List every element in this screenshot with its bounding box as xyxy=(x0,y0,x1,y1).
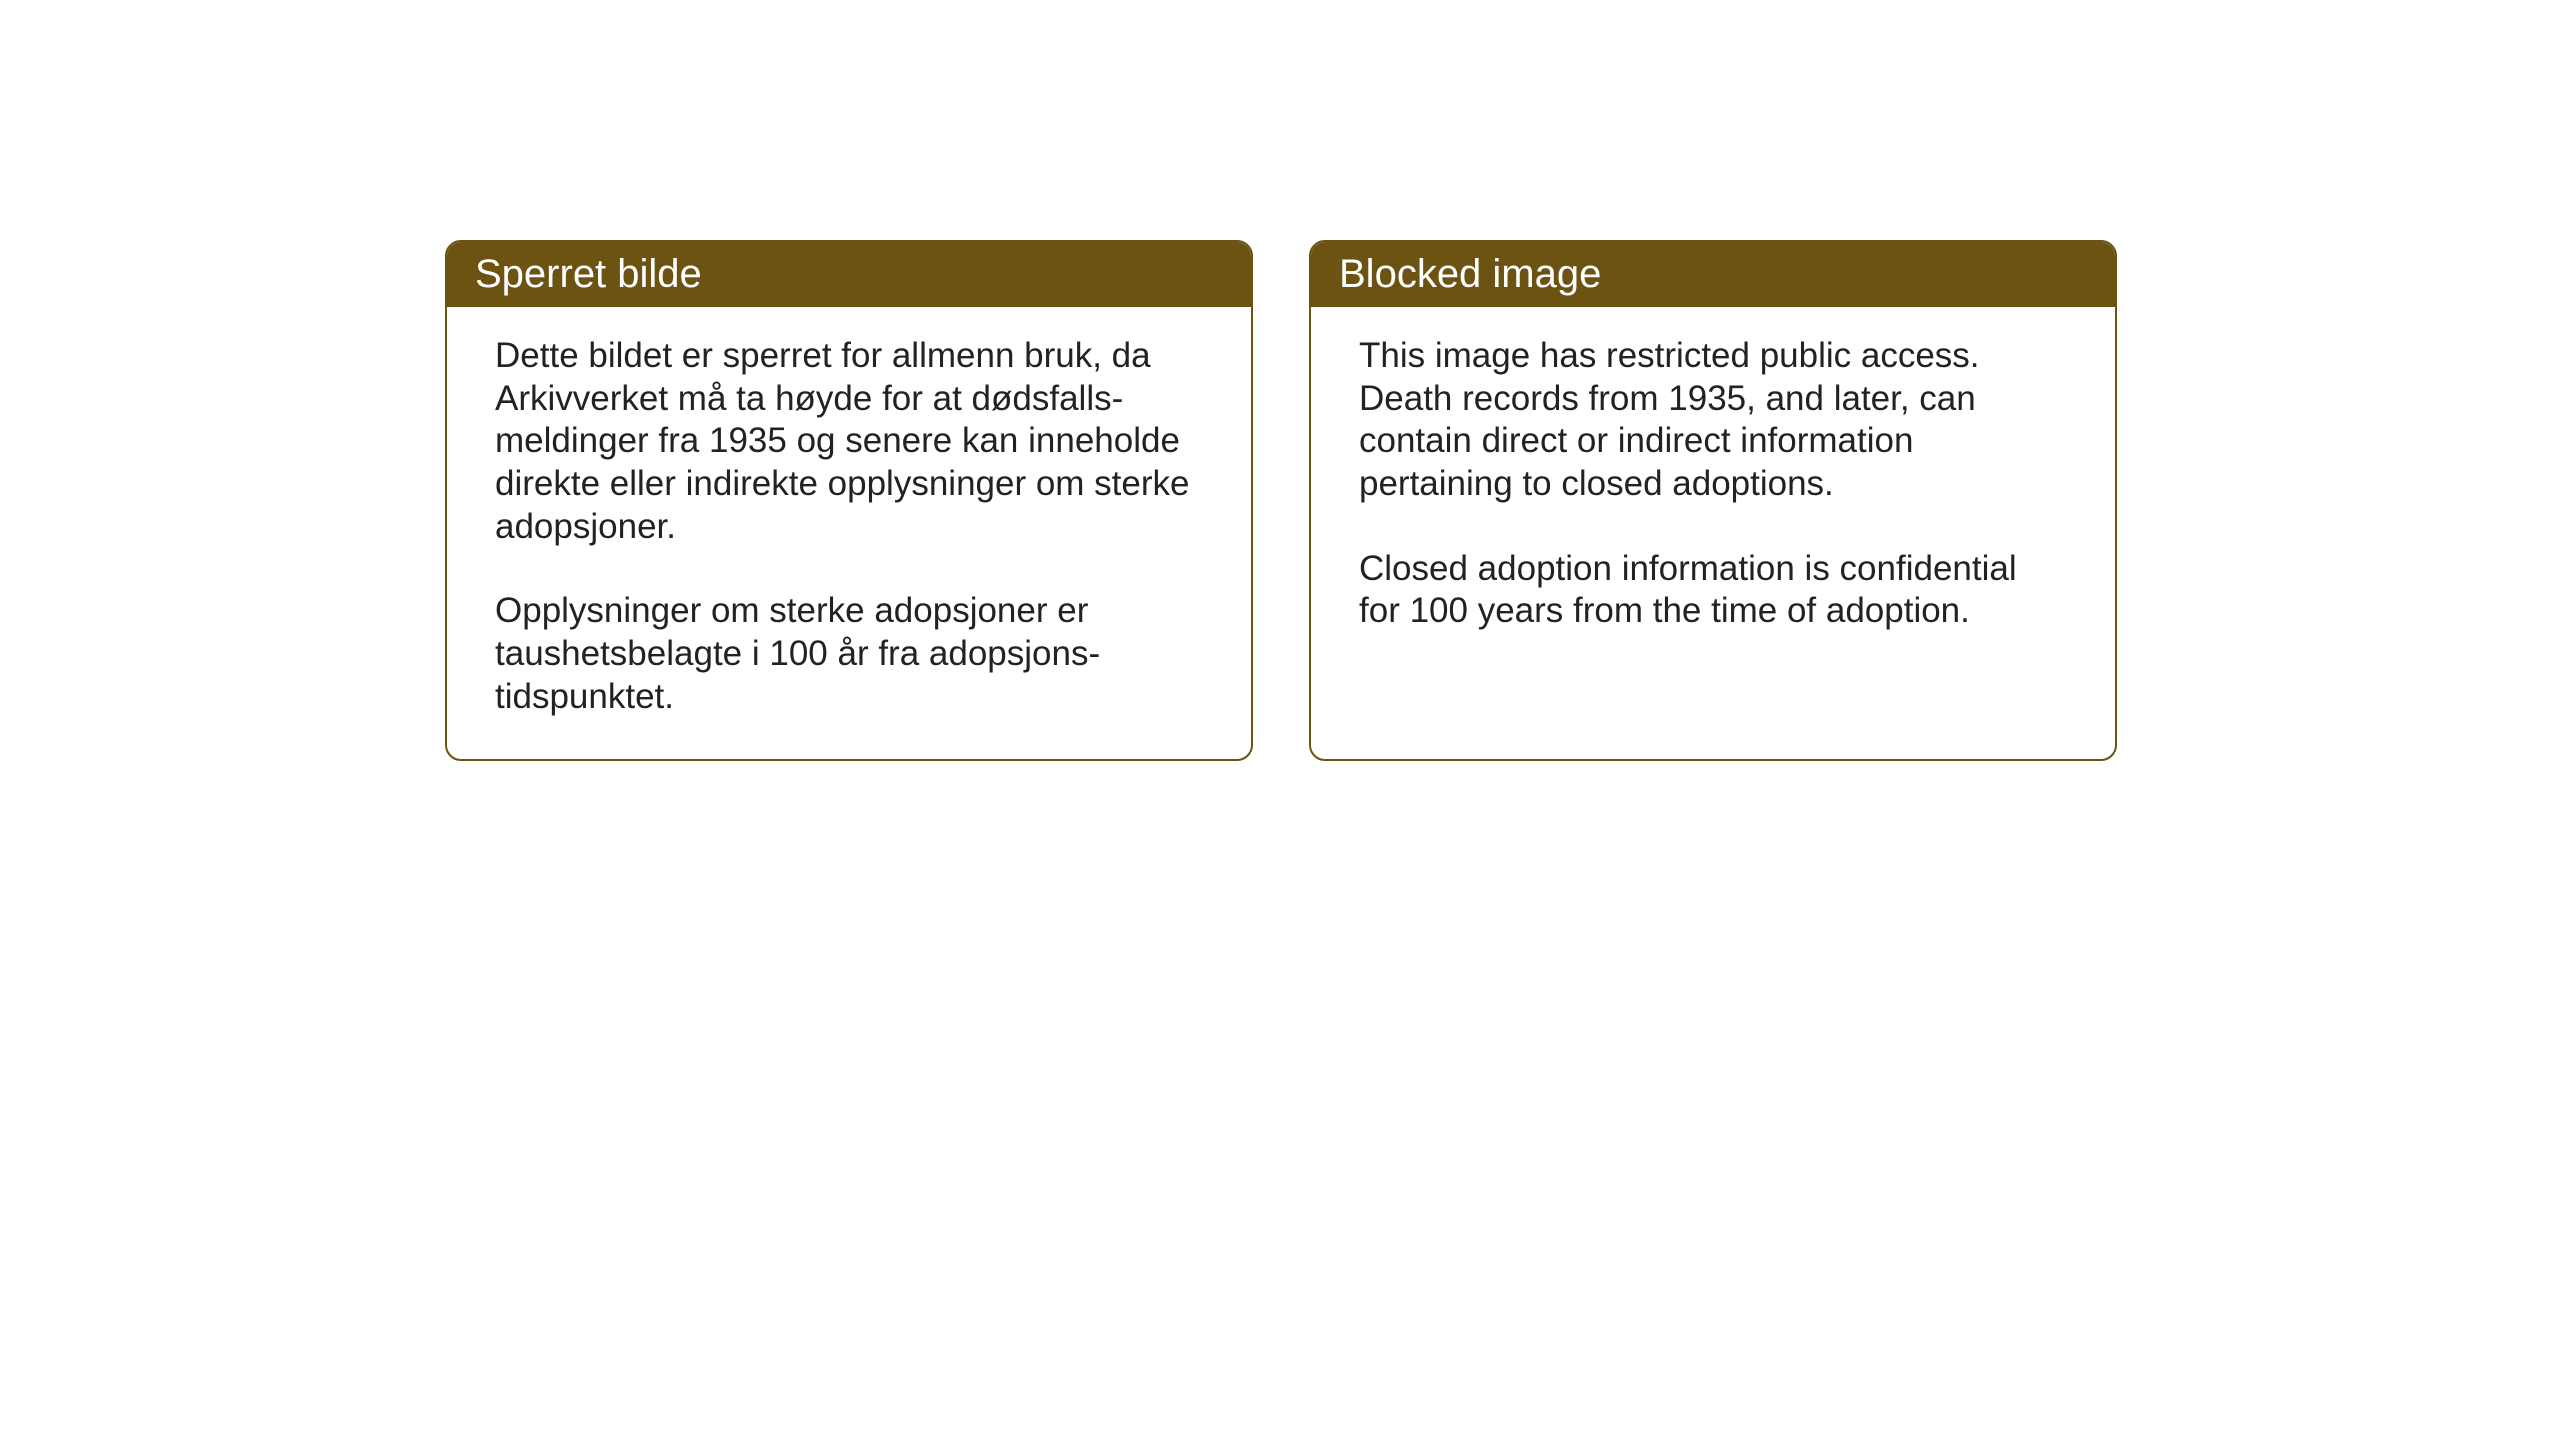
notice-header-english: Blocked image xyxy=(1311,242,2115,307)
notice-body-english: This image has restricted public access.… xyxy=(1311,307,2115,737)
notice-header-norwegian: Sperret bilde xyxy=(447,242,1251,307)
notice-paragraph: This image has restricted public access.… xyxy=(1359,335,2067,506)
notice-title: Blocked image xyxy=(1339,252,1601,296)
notice-title: Sperret bilde xyxy=(475,252,702,296)
notice-box-english: Blocked image This image has restricted … xyxy=(1309,240,2117,761)
notice-paragraph: Closed adoption information is confident… xyxy=(1359,548,2067,633)
notice-container: Sperret bilde Dette bildet er sperret fo… xyxy=(445,240,2117,761)
notice-paragraph: Opplysninger om sterke adopsjoner er tau… xyxy=(495,590,1203,718)
notice-paragraph: Dette bildet er sperret for allmenn bruk… xyxy=(495,335,1203,548)
notice-body-norwegian: Dette bildet er sperret for allmenn bruk… xyxy=(447,307,1251,759)
notice-box-norwegian: Sperret bilde Dette bildet er sperret fo… xyxy=(445,240,1253,761)
